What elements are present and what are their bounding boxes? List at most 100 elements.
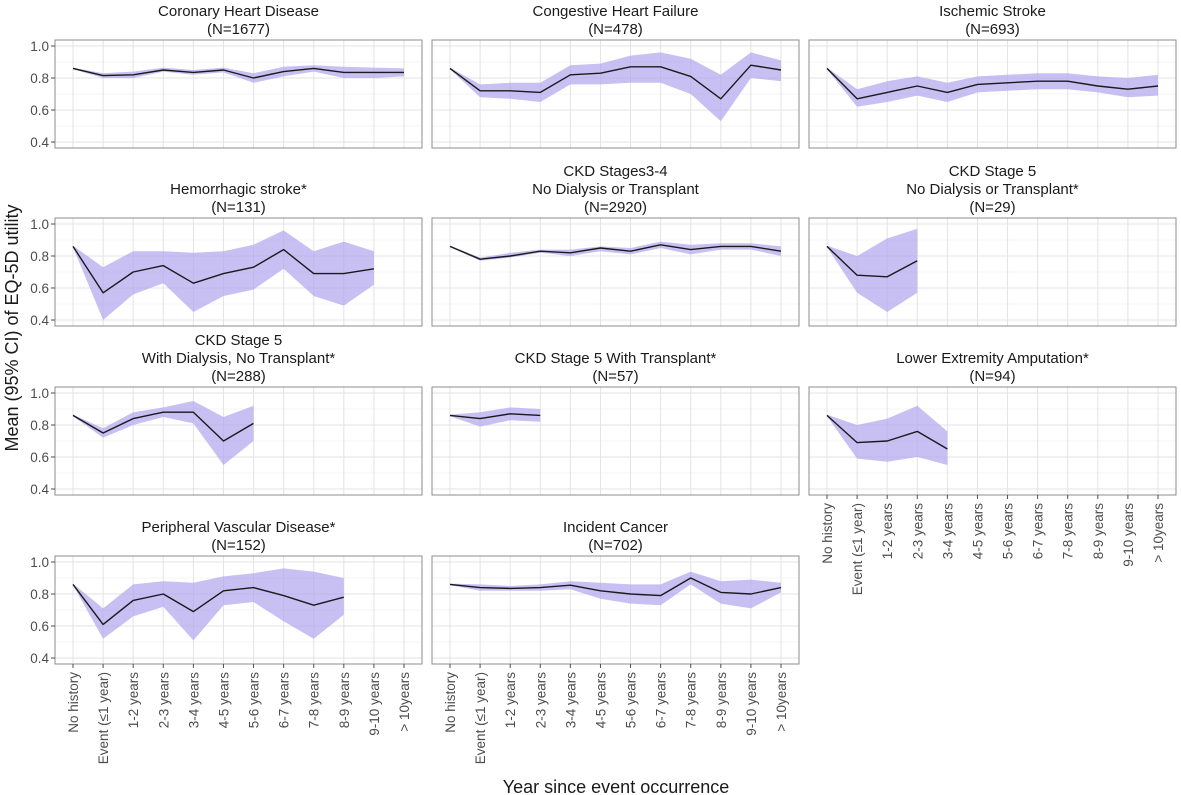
- panel-border: [54, 386, 423, 496]
- mean-line: [449, 413, 541, 420]
- panel-title-line: (N=29): [969, 199, 1015, 216]
- x-tick-label: 4-5 years: [971, 503, 986, 560]
- panel-title-line: (N=693): [965, 21, 1020, 38]
- panel-title-line: (N=478): [588, 21, 643, 38]
- panel-border: [54, 39, 423, 149]
- x-tick-label: 2-3 years: [533, 672, 548, 729]
- panel-9: Lower Extremity Amputation*(N=94) No hist…: [808, 350, 1177, 595]
- x-tick-label: > 10years: [397, 672, 412, 732]
- y-tick-label: 1.0: [30, 555, 49, 570]
- ci-band: [450, 407, 541, 427]
- y-tick-label: 1.0: [30, 386, 49, 401]
- y-tick-label: 0.8: [30, 71, 49, 86]
- ci-band: [827, 228, 918, 312]
- panel-title-line: (N=57): [592, 368, 638, 385]
- panel-title-line: (N=288): [211, 368, 266, 385]
- mean-line: [826, 245, 918, 278]
- panel-border: [808, 217, 1177, 327]
- panel-border: [431, 555, 800, 665]
- panel-2: Congestive Heart Failure(N=478): [431, 3, 800, 149]
- panel-3: Ischemic Stroke(N=693): [808, 3, 1177, 149]
- x-tick-label: 6-7 years: [277, 672, 292, 729]
- x-tick-label: 2-3 years: [910, 503, 925, 560]
- x-tick-label: 5-6 years: [247, 672, 262, 729]
- x-tick-label: 8-9 years: [1091, 503, 1106, 560]
- ci-band: [827, 67, 1158, 107]
- y-tick-label: 0.4: [30, 651, 49, 666]
- x-tick-label: 7-8 years: [684, 672, 699, 729]
- x-tick-label: 6-7 years: [654, 672, 669, 729]
- panel-title-line: With Dialysis, No Transplant*: [142, 350, 336, 367]
- x-tick-label: > 10years: [1151, 503, 1166, 563]
- x-tick-label: 3-4 years: [563, 672, 578, 729]
- panel-border: [431, 217, 800, 327]
- x-tick-label: 6-7 years: [1031, 503, 1046, 560]
- panel-title-line: Coronary Heart Disease: [158, 3, 319, 20]
- mean-line: [72, 583, 344, 626]
- panel-title-line: No Dialysis or Transplant: [532, 181, 700, 198]
- panel-10: 0.4 0.6 0.8 1.0 Peripheral Vascular Disease*…: [30, 519, 423, 764]
- y-tick-label: 0.4: [30, 482, 49, 497]
- x-tick-label: 5-6 years: [624, 672, 639, 729]
- mean-line: [72, 411, 254, 442]
- x-tick-label: 8-9 years: [714, 672, 729, 729]
- panel-title-line: (N=94): [969, 368, 1015, 385]
- panel-5: CKD Stages3-4No Dialysis or Transplant(N…: [431, 163, 800, 327]
- x-tick-label: Event (≤1 year): [96, 672, 111, 764]
- y-tick-label: 1.0: [30, 39, 49, 54]
- panel-border: [808, 386, 1177, 496]
- y-tick-label: 0.8: [30, 418, 49, 433]
- ci-band: [450, 571, 781, 609]
- panel-title-line: (N=1677): [207, 21, 270, 38]
- panel-title-line: Lower Extremity Amputation*: [896, 350, 1089, 367]
- y-tick-label: 0.6: [30, 450, 49, 465]
- panels: 0.4 0.6 0.8 1.0 Coronary Heart Disease(N=167…: [30, 3, 1177, 764]
- mean-line: [449, 577, 782, 597]
- y-tick-label: 0.4: [30, 313, 49, 328]
- panel-title-line: Incident Cancer: [563, 519, 668, 536]
- x-tick-label: 7-8 years: [1061, 503, 1076, 560]
- x-tick-label: 8-9 years: [337, 672, 352, 729]
- panel-title-line: (N=702): [588, 537, 643, 554]
- panel-title-line: CKD Stage 5: [195, 332, 283, 349]
- y-axis-label: Mean (95% CI) of EQ-5D utility: [2, 204, 22, 451]
- x-tick-label: > 10years: [774, 672, 789, 732]
- panel-11: Incident Cancer(N=702) No history Event (≤…: [431, 519, 800, 764]
- panel-title-line: CKD Stage 5: [949, 163, 1037, 180]
- x-tick-label: 3-4 years: [940, 503, 955, 560]
- x-tick-label: Event (≤1 year): [473, 672, 488, 764]
- x-tick-label: 4-5 years: [594, 672, 609, 729]
- panel-border: [431, 386, 800, 496]
- mean-line: [72, 67, 404, 79]
- mean-line: [449, 64, 782, 100]
- panel-title-line: (N=152): [211, 537, 266, 554]
- y-tick-label: 0.4: [30, 135, 49, 150]
- panel-border: [54, 217, 423, 327]
- panel-1: 0.4 0.6 0.8 1.0 Coronary Heart Disease(N=167…: [30, 3, 423, 150]
- panel-title-line: Hemorrhagic stroke*: [170, 181, 307, 198]
- panel-title-line: No Dialysis or Transplant*: [906, 181, 1079, 198]
- ci-band: [73, 230, 374, 320]
- y-tick-label: 0.6: [30, 619, 49, 634]
- y-tick-label: 0.6: [30, 281, 49, 296]
- panel-border: [431, 39, 800, 149]
- y-tick-label: 0.8: [30, 587, 49, 602]
- x-tick-label: 9-10 years: [744, 672, 759, 736]
- panel-8: CKD Stage 5 With Transplant*(N=57): [431, 350, 800, 496]
- panel-title-line: Peripheral Vascular Disease*: [142, 519, 336, 536]
- ci-band: [827, 405, 948, 465]
- x-tick-label: No history: [820, 503, 835, 564]
- panel-4: 0.4 0.6 0.8 1.0 Hemorrhagic stroke*(N=131): [30, 181, 423, 328]
- ci-band: [450, 52, 781, 122]
- mean-line: [826, 414, 948, 450]
- x-tick-label: 1-2 years: [503, 672, 518, 729]
- panel-title-line: CKD Stages3-4: [563, 163, 667, 180]
- x-tick-label: 2-3 years: [156, 672, 171, 729]
- panel-6: CKD Stage 5No Dialysis or Transplant*(N=…: [808, 163, 1177, 327]
- x-tick-label: 9-10 years: [367, 672, 382, 736]
- ci-band: [73, 568, 344, 641]
- y-tick-label: 1.0: [30, 217, 49, 232]
- x-axis-label: Year since event occurrence: [503, 777, 729, 795]
